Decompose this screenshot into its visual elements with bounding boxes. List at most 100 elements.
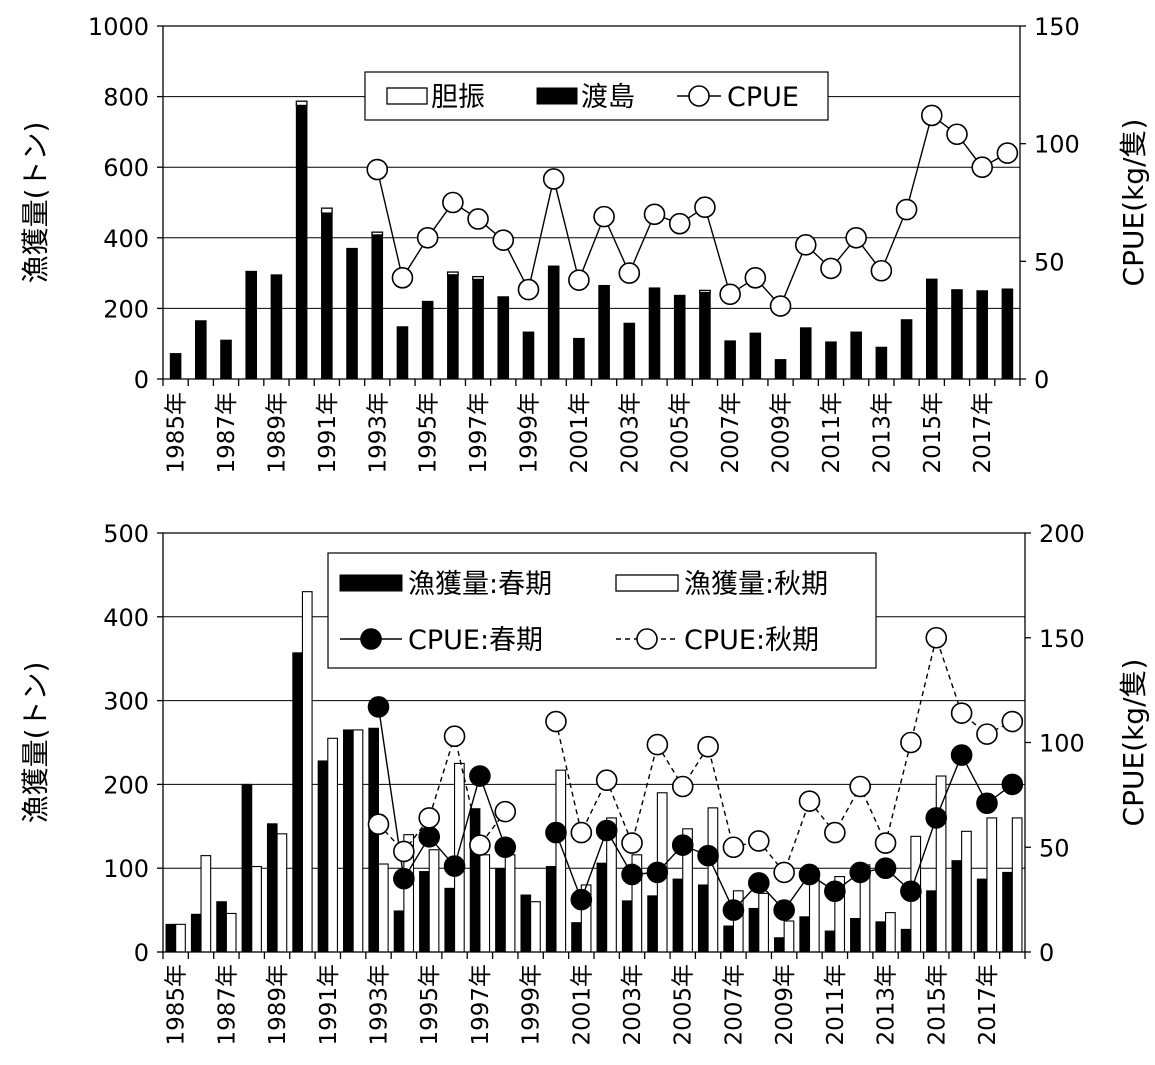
bar-渡島 (774, 359, 787, 380)
point-CPUE:春期 (798, 863, 821, 886)
bar-漁獲量:春期 (774, 937, 785, 953)
legend-label: 漁獲量:春期 (408, 569, 552, 600)
x-tick-label: 2013年 (874, 964, 900, 1046)
point-CPUE:春期 (621, 863, 643, 886)
point-CPUE:春期 (925, 807, 948, 829)
point-CPUE:春期 (393, 867, 415, 890)
bar-漁獲量:春期 (444, 887, 456, 953)
bar-漁獲量:秋期 (301, 591, 313, 953)
legend: 漁獲量:春期 漁獲量:秋期 CPUE:春期 CPUE:秋期 (327, 552, 877, 669)
bar-漁獲量:春期 (190, 913, 202, 953)
point-CPUE:秋期 (925, 626, 948, 649)
bar-渡島 (573, 337, 585, 380)
point-CPUE (366, 158, 389, 181)
point-CPUE:秋期 (469, 834, 491, 856)
chart-1: 0 200 400 600 800 1000 0 50 100 150 1985年 1987年 1989… (19, 13, 1150, 474)
x-tick-label: 2007年 (721, 964, 747, 1046)
bar-胆振 (698, 289, 711, 294)
bar-漁獲量:秋期 (377, 863, 389, 953)
bar-漁獲量:秋期 (225, 912, 237, 953)
point-CPUE (744, 267, 767, 289)
point-CPUE (946, 123, 968, 146)
bar-漁獲量:秋期 (935, 775, 947, 953)
point-CPUE:秋期 (545, 710, 567, 733)
point-CPUE:春期 (418, 825, 441, 848)
point-CPUE:春期 (1001, 773, 1024, 796)
bar-漁獲量:春期 (799, 916, 811, 953)
point-CPUE (391, 267, 414, 289)
x-tick-label: 2001年 (569, 964, 595, 1046)
bar-渡島 (623, 322, 636, 380)
point-CPUE:秋期 (367, 813, 390, 836)
y-tick-label: 600 (103, 154, 149, 182)
bar-漁獲量:春期 (951, 860, 963, 953)
y2-tick-label: 150 (1034, 13, 1080, 41)
point-CPUE (442, 191, 464, 214)
point-CPUE (467, 208, 489, 230)
x-tick-label: 1993年 (365, 392, 391, 474)
bar-漁獲量:秋期 (783, 920, 795, 953)
x-tick-label: 2017年 (975, 964, 1001, 1046)
point-CPUE:秋期 (747, 830, 770, 852)
point-CPUE:秋期 (773, 861, 795, 884)
bar-渡島 (850, 331, 862, 380)
x-tick-label: 2017年 (970, 392, 996, 474)
bar-漁獲量:春期 (469, 808, 481, 953)
bar-渡島 (951, 289, 963, 380)
point-CPUE:春期 (494, 836, 517, 859)
bar-漁獲量:春期 (900, 928, 912, 953)
point-CPUE:秋期 (418, 807, 441, 829)
x-tick-label: 1985年 (164, 964, 190, 1046)
bar-漁獲量:春期 (317, 760, 329, 953)
point-CPUE:春期 (722, 899, 745, 921)
bar-漁獲量:春期 (850, 917, 861, 953)
legend-marker (360, 628, 382, 650)
bar-漁獲量:春期 (672, 878, 684, 953)
bar-漁獲量:春期 (596, 862, 608, 953)
bar-渡島 (522, 331, 535, 380)
y-tick-label: 1000 (88, 13, 149, 41)
legend-label: 漁獲量:秋期 (684, 569, 828, 600)
bar-渡島 (270, 274, 283, 380)
point-CPUE:春期 (824, 880, 846, 903)
bar-漁獲量:秋期 (175, 923, 186, 953)
x-tick-label: 1987年 (214, 964, 240, 1046)
y-tick-label: 0 (134, 366, 149, 394)
y2-axis-title: CPUE(kg/隻) (1117, 119, 1150, 287)
point-CPUE (996, 142, 1019, 164)
bar-胆振 (320, 207, 333, 214)
bar-漁獲量:春期 (697, 884, 709, 953)
bar-漁獲量:春期 (368, 727, 379, 953)
point-CPUE:秋期 (849, 775, 872, 798)
x-tick-label: 2009年 (772, 964, 798, 1046)
bar-渡島 (497, 296, 510, 380)
bar-漁獲量:春期 (748, 907, 760, 953)
y2-tick-label: 0 (1039, 939, 1054, 967)
y-tick-label: 100 (103, 855, 149, 883)
point-CPUE (618, 262, 641, 284)
bar-渡島 (875, 346, 888, 380)
y-tick-label: 800 (103, 84, 149, 112)
point-CPUE:秋期 (900, 731, 922, 754)
bar-漁獲量:秋期 (276, 833, 288, 953)
y-tick-label: 400 (103, 604, 149, 632)
point-CPUE:秋期 (874, 832, 897, 854)
bar-胆振 (446, 271, 459, 276)
point-CPUE:春期 (367, 696, 390, 718)
point-CPUE (668, 212, 691, 235)
point-CPUE:秋期 (494, 800, 517, 823)
bar-漁獲量:春期 (165, 923, 177, 953)
bar-渡島 (825, 341, 837, 380)
point-CPUE (895, 198, 918, 221)
x-tick-label: 1987年 (214, 392, 240, 474)
point-CPUE (643, 203, 666, 226)
point-CPUE:秋期 (595, 769, 618, 792)
bar-渡島 (447, 274, 459, 380)
y-tick-label: 0 (134, 939, 149, 967)
point-CPUE:春期 (976, 792, 998, 815)
bar-漁獲量:秋期 (961, 830, 972, 953)
x-tick-label: 1995年 (416, 392, 442, 474)
x-tick-label: 1997年 (468, 964, 494, 1046)
legend-swatch-渡島 (536, 87, 578, 105)
